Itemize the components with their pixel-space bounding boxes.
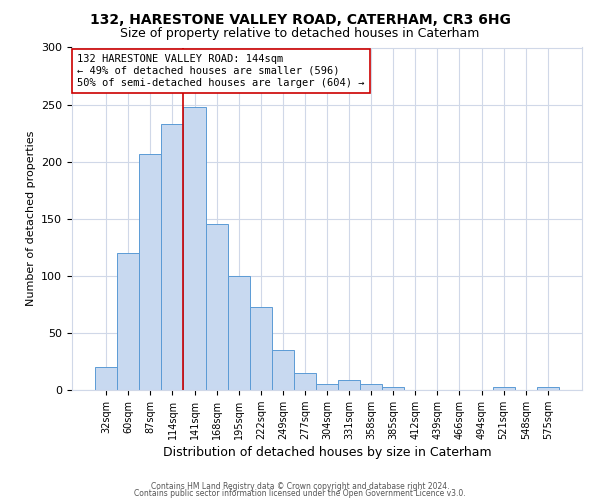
- Text: Size of property relative to detached houses in Caterham: Size of property relative to detached ho…: [121, 28, 479, 40]
- Text: Contains public sector information licensed under the Open Government Licence v3: Contains public sector information licen…: [134, 488, 466, 498]
- Bar: [382, 386, 404, 390]
- Bar: [139, 154, 161, 390]
- Bar: [184, 107, 206, 390]
- X-axis label: Distribution of detached houses by size in Caterham: Distribution of detached houses by size …: [163, 446, 491, 459]
- Bar: [206, 224, 227, 390]
- Bar: [338, 380, 360, 390]
- Bar: [161, 124, 184, 390]
- Bar: [250, 306, 272, 390]
- Bar: [95, 367, 117, 390]
- Text: 132 HARESTONE VALLEY ROAD: 144sqm
← 49% of detached houses are smaller (596)
50%: 132 HARESTONE VALLEY ROAD: 144sqm ← 49% …: [77, 54, 365, 88]
- Bar: [294, 373, 316, 390]
- Bar: [117, 253, 139, 390]
- Bar: [360, 384, 382, 390]
- Bar: [537, 386, 559, 390]
- Text: Contains HM Land Registry data © Crown copyright and database right 2024.: Contains HM Land Registry data © Crown c…: [151, 482, 449, 491]
- Bar: [272, 350, 294, 390]
- Y-axis label: Number of detached properties: Number of detached properties: [26, 131, 35, 306]
- Bar: [227, 276, 250, 390]
- Bar: [493, 386, 515, 390]
- Text: 132, HARESTONE VALLEY ROAD, CATERHAM, CR3 6HG: 132, HARESTONE VALLEY ROAD, CATERHAM, CR…: [89, 12, 511, 26]
- Bar: [316, 384, 338, 390]
